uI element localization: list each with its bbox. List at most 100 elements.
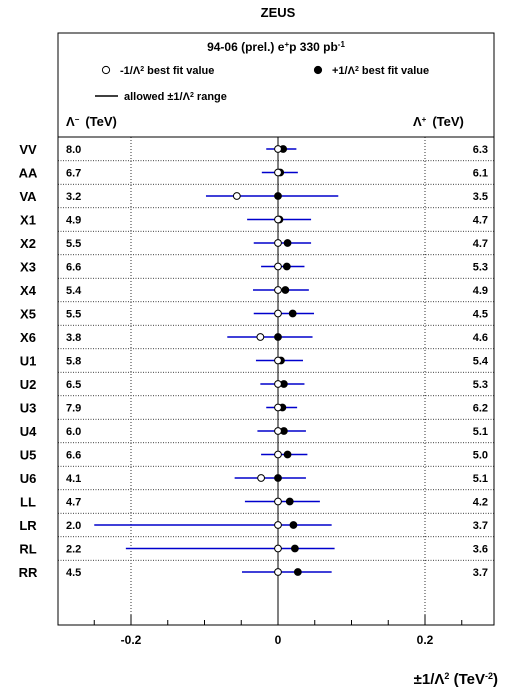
plot-frame xyxy=(57,32,495,626)
lambda-plus-value: 5.1 xyxy=(473,473,488,485)
legend-filled-marker xyxy=(313,65,323,75)
grid-layer xyxy=(58,137,494,625)
minus-best-fit-point xyxy=(256,333,265,341)
minus-best-fit-point xyxy=(274,262,282,271)
lambda-plus-value: 6.1 xyxy=(473,168,488,180)
lambda-minus-value: 3.2 xyxy=(66,191,81,203)
lambda-plus-value: 4.9 xyxy=(473,285,488,297)
x-axis-label: ±1/Λ2 (TeV-2) xyxy=(414,671,498,688)
data-layer xyxy=(93,137,463,625)
row-label: AA xyxy=(19,166,38,181)
lambda-minus-value: 4.1 xyxy=(66,473,81,485)
x-tick-label: 0 xyxy=(275,633,282,647)
minus-best-fit-point xyxy=(274,544,282,553)
lambda-plus-value: 4.5 xyxy=(473,309,488,321)
row-label: VV xyxy=(19,142,37,157)
minus-best-fit-point xyxy=(274,215,282,224)
lambda-minus-value: 8.0 xyxy=(66,144,81,156)
plus-best-fit-point xyxy=(282,262,291,271)
row-label: X1 xyxy=(20,213,36,228)
minus-best-fit-point xyxy=(274,403,282,412)
plus-best-fit-point xyxy=(274,474,282,482)
lambda-minus-value: 6.7 xyxy=(66,168,81,180)
lambda-minus-value: 5.5 xyxy=(66,238,81,250)
lambda-minus-value: 4.7 xyxy=(66,497,81,509)
lambda-minus-value: 7.9 xyxy=(66,403,81,415)
row-label: U5 xyxy=(20,448,37,463)
row-label: LR xyxy=(19,518,37,533)
lambda-minus-value: 6.6 xyxy=(66,262,81,274)
lambda-minus-value: 2.0 xyxy=(66,520,81,532)
chart-title: ZEUS xyxy=(261,5,296,20)
row-label: X6 xyxy=(20,330,36,345)
row-label: U3 xyxy=(20,401,37,416)
row-label: U1 xyxy=(20,354,37,369)
lambda-plus-value: 3.5 xyxy=(473,191,488,203)
legend-range-label: allowed ±1/Λ2 range xyxy=(124,91,227,103)
right-column-header: Λ+ (TeV) xyxy=(413,114,464,129)
plus-best-fit-point xyxy=(289,521,298,529)
row-label: X2 xyxy=(20,236,36,251)
row-label: RR xyxy=(19,565,38,580)
x-tick-label: -0.2 xyxy=(121,633,142,647)
legend-minus-label: -1/Λ2 best fit value xyxy=(120,65,214,77)
minus-best-fit-point xyxy=(274,521,282,529)
legend-plus-label: +1/Λ2 best fit value xyxy=(332,65,429,77)
plus-best-fit-point xyxy=(274,192,282,200)
minus-best-fit-point xyxy=(274,168,282,177)
row-label: X4 xyxy=(20,283,37,298)
minus-best-fit-point xyxy=(274,309,282,318)
lambda-minus-value: 5.5 xyxy=(66,309,81,321)
lambda-plus-value: 4.7 xyxy=(473,238,488,250)
lambda-plus-value: 5.4 xyxy=(473,356,489,368)
plus-best-fit-point xyxy=(283,239,292,247)
minus-best-fit-point xyxy=(274,380,282,388)
lambda-minus-value: 4.5 xyxy=(66,567,81,579)
lambda-plus-value: 6.2 xyxy=(473,403,488,415)
row-label: LL xyxy=(20,495,36,510)
minus-best-fit-point xyxy=(257,474,265,482)
lambda-minus-value: 6.6 xyxy=(66,450,81,462)
plus-best-fit-point xyxy=(285,497,294,506)
minus-best-fit-point xyxy=(274,356,282,365)
plus-best-fit-point xyxy=(293,568,302,576)
lambda-plus-value: 5.1 xyxy=(473,426,488,438)
label-layer: VV 8.0 6.3 AA 6.7 6.1 VA 3.2 3.5 X1 4.9 4.7 X2 5.5 4.7… xyxy=(19,142,489,647)
minus-best-fit-point xyxy=(232,192,241,200)
plus-best-fit-point xyxy=(288,309,297,318)
lambda-plus-value: 3.7 xyxy=(473,520,488,532)
lambda-plus-value: 4.7 xyxy=(473,215,488,227)
minus-best-fit-point xyxy=(274,450,282,459)
minus-best-fit-point xyxy=(274,239,282,247)
plus-best-fit-point xyxy=(283,450,292,459)
lambda-plus-value: 6.3 xyxy=(473,144,488,156)
lambda-plus-value: 5.3 xyxy=(473,379,488,391)
lambda-minus-value: 5.4 xyxy=(66,285,82,297)
lambda-minus-value: 6.5 xyxy=(66,379,81,391)
left-column-header: Λ− (TeV) xyxy=(66,114,117,129)
lambda-plus-value: 3.7 xyxy=(473,567,488,579)
plus-best-fit-point xyxy=(291,544,299,553)
lambda-minus-value: 2.2 xyxy=(66,544,81,556)
row-label: VA xyxy=(19,189,37,204)
plus-best-fit-point xyxy=(281,286,290,294)
lambda-minus-value: 4.9 xyxy=(66,215,81,227)
row-label: U2 xyxy=(20,377,37,392)
lambda-minus-value: 5.8 xyxy=(66,356,81,368)
minus-best-fit-point xyxy=(274,497,282,506)
minus-best-fit-point xyxy=(274,427,282,435)
lambda-minus-value: 6.0 xyxy=(66,426,81,438)
row-label: U4 xyxy=(20,424,37,439)
minus-best-fit-point xyxy=(274,286,282,294)
x-tick-label: 0.2 xyxy=(417,633,434,647)
row-label: X5 xyxy=(20,307,36,322)
minus-best-fit-point xyxy=(274,568,282,576)
lambda-plus-value: 4.2 xyxy=(473,497,488,509)
legend-open-marker xyxy=(101,65,111,75)
lambda-plus-value: 5.0 xyxy=(473,450,488,462)
row-label: U6 xyxy=(20,471,37,486)
lambda-plus-value: 4.6 xyxy=(473,332,488,344)
chart-subtitle: 94-06 (prel.) e+p 330 pb-1 xyxy=(207,40,345,55)
lambda-plus-value: 5.3 xyxy=(473,262,488,274)
